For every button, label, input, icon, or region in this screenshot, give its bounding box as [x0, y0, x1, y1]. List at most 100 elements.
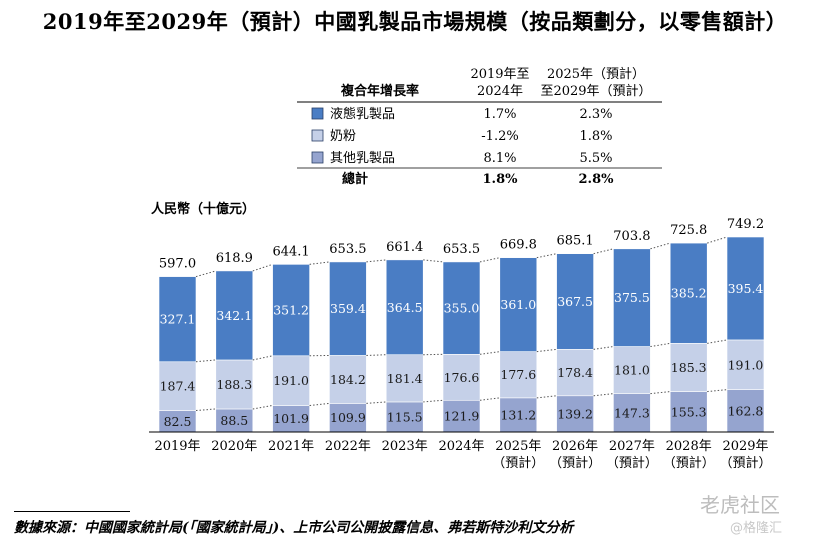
bar-segment — [613, 393, 651, 433]
connector-line — [195, 408, 216, 412]
x-tick-label: 2028年 — [666, 439, 712, 454]
connector-line — [366, 259, 387, 263]
connector-line — [707, 236, 728, 244]
bar-segment — [329, 355, 367, 404]
watermark-logo: 老虎社区 — [700, 493, 780, 517]
bar-total-label: 725.8 — [670, 223, 707, 238]
bar-value-label: 361.0 — [500, 297, 536, 312]
bar-segment — [726, 339, 765, 390]
bar-value-label: 364.5 — [387, 300, 423, 315]
legend-item-label: 奶粉 — [330, 129, 356, 144]
legend-swatch — [311, 151, 324, 164]
cagr-total-value: 1.8% — [483, 172, 519, 187]
connector-line — [650, 391, 671, 395]
bar-value-label: 181.0 — [614, 363, 650, 378]
bar-segment — [499, 351, 538, 399]
bar-value-label: 147.3 — [614, 405, 650, 420]
bar-value-label: 375.5 — [614, 290, 650, 305]
bar-value-label: 385.2 — [671, 286, 707, 301]
connector-line — [536, 395, 557, 399]
bar-value-label: 359.4 — [330, 301, 366, 316]
bar-value-label: 351.2 — [273, 303, 309, 318]
bar-total-label: 669.8 — [500, 238, 537, 253]
x-tick-sublabel: （預計） — [663, 455, 715, 471]
bar-value-label: 155.3 — [671, 404, 707, 419]
bar-value-label: 191.0 — [728, 357, 764, 372]
cagr-total-label: 總計 — [342, 171, 368, 187]
x-tick-sublabel: （預計） — [719, 455, 771, 471]
bar-segment — [669, 242, 708, 344]
source-note: 數據來源：中國國家統計局(「國家統計局」)、上市公司公開披露信息、弗若斯特沙利文… — [14, 520, 574, 536]
bar-segment — [158, 276, 197, 363]
x-tick-label: 2020年 — [211, 439, 257, 454]
bar-value-label: 109.9 — [330, 410, 366, 425]
connector-line — [593, 393, 614, 397]
bar-segment — [442, 354, 481, 401]
x-tick-label: 2026年 — [552, 439, 598, 454]
bar-segment — [215, 359, 254, 410]
bar-segment — [556, 395, 594, 433]
connector-line — [650, 242, 671, 250]
bar-value-label: 115.5 — [387, 409, 423, 424]
legend-swatch — [311, 107, 324, 120]
bar-value-label: 191.0 — [273, 373, 309, 388]
connector-line — [479, 351, 500, 355]
x-tick-label: 2025年 — [495, 439, 541, 454]
connector-line — [593, 248, 614, 255]
bar-value-label: 367.5 — [557, 294, 593, 309]
connector-line — [423, 399, 444, 403]
bar-segment — [385, 401, 424, 433]
bar-segment — [669, 343, 708, 392]
connector-line — [536, 348, 557, 353]
connector-line — [479, 397, 500, 401]
bar-value-label: 185.3 — [671, 360, 707, 375]
connector-line — [252, 355, 273, 361]
x-tick-label: 2021年 — [268, 439, 314, 454]
bar-segment — [726, 389, 765, 433]
x-tick-label: 2022年 — [325, 439, 371, 454]
bar-total-label: 644.1 — [272, 244, 309, 259]
bar-value-label: 139.2 — [557, 406, 593, 421]
connector-line — [536, 253, 557, 259]
bar-segment — [499, 257, 538, 352]
cagr-value: 2.3% — [579, 107, 612, 122]
x-tick-sublabel: （預計） — [606, 455, 658, 471]
x-tick-label: 2023年 — [382, 439, 428, 454]
connector-line — [593, 346, 614, 350]
legend-item-label: 其他乳製品 — [330, 151, 395, 166]
cagr-col2-header: 至2029年（預計） — [540, 83, 651, 99]
bar-total-label: 661.4 — [386, 240, 423, 255]
bar-value-label: 176.6 — [444, 370, 480, 385]
connector-line — [366, 401, 387, 404]
bar-total-label: 618.9 — [216, 251, 253, 266]
y-axis-label: 人民幣（十億元） — [151, 202, 256, 217]
connector-line — [707, 389, 728, 393]
bar-segment — [385, 354, 424, 403]
cagr-col1-header: 2019年至 — [470, 67, 529, 82]
x-tick-label: 2024年 — [438, 439, 484, 454]
cagr-value: 5.5% — [579, 151, 612, 166]
connector-line — [252, 263, 273, 272]
bar-total-label: 703.8 — [613, 229, 650, 244]
source-divider — [14, 511, 130, 512]
connector-line — [195, 270, 216, 278]
bar-segment — [613, 346, 651, 394]
bar-value-label: 82.5 — [164, 414, 192, 429]
bar-value-label: 178.4 — [557, 365, 593, 380]
bar-segment — [556, 349, 594, 397]
bar-segment — [613, 248, 651, 347]
bar-segment — [215, 270, 254, 361]
x-tick-sublabel: （預計） — [492, 455, 544, 471]
bar-segment — [272, 405, 310, 433]
cagr-col2-header: 2025年（預計） — [547, 66, 645, 82]
connector-line — [195, 359, 216, 363]
connector-line — [707, 339, 728, 344]
bar-value-label: 327.1 — [160, 312, 196, 327]
connector-line — [650, 342, 671, 348]
bar-value-label: 188.3 — [216, 377, 252, 392]
cagr-value: -1.2% — [481, 129, 518, 144]
cagr-value: 1.8% — [579, 129, 612, 144]
x-tick-sublabel: （預計） — [549, 455, 601, 471]
bar-value-label: 187.4 — [160, 379, 196, 394]
bar-segment — [726, 236, 765, 341]
